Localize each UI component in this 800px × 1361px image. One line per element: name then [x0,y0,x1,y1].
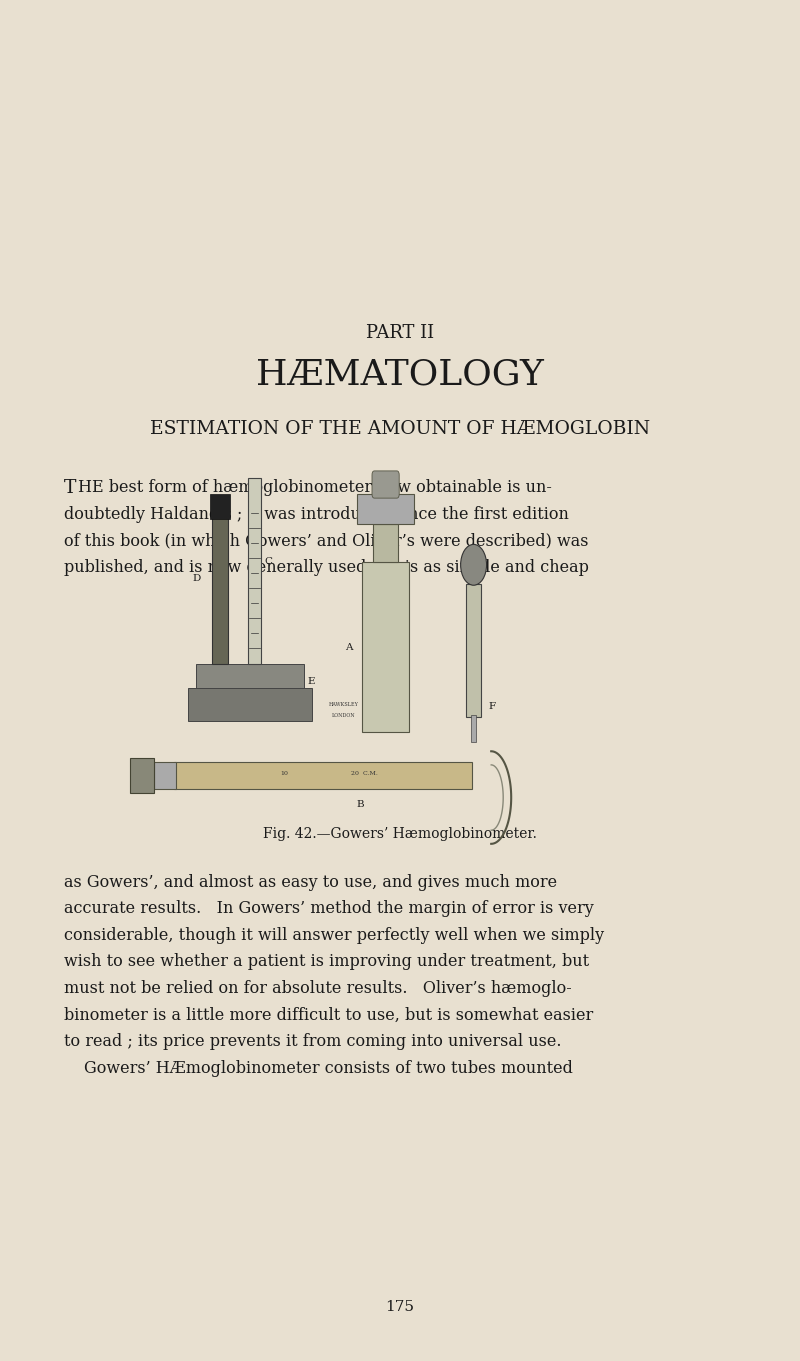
Text: Gowers’ HÆmoglobinometer consists of two tubes mounted: Gowers’ HÆmoglobinometer consists of two… [84,1060,573,1077]
FancyBboxPatch shape [362,562,409,732]
Text: 10: 10 [280,770,288,776]
Text: B: B [356,800,364,810]
Text: E: E [307,676,314,686]
FancyBboxPatch shape [471,715,476,742]
Text: D: D [193,573,201,583]
Text: HE best form of hæmoglobinometer now obtainable is un-: HE best form of hæmoglobinometer now obt… [78,479,551,495]
FancyBboxPatch shape [210,494,230,519]
Text: A: A [346,642,353,652]
Text: F: F [489,702,496,710]
FancyBboxPatch shape [357,494,414,524]
FancyBboxPatch shape [373,524,398,562]
Text: binometer is a little more difficult to use, but is somewhat easier: binometer is a little more difficult to … [64,1007,594,1023]
Text: C: C [265,557,273,566]
Text: T: T [64,479,76,497]
Text: 20  C.M.: 20 C.M. [350,770,378,776]
FancyBboxPatch shape [174,762,472,789]
Text: of this book (in which Gowers’ and Oliver’s were described) was: of this book (in which Gowers’ and Olive… [64,532,589,548]
FancyBboxPatch shape [188,689,312,721]
Text: HÆMATOLOGY: HÆMATOLOGY [256,358,544,391]
Text: doubtedly Haldane’s ; it was introduced since the first edition: doubtedly Haldane’s ; it was introduced … [64,505,569,523]
Text: as Gowers’, and almost as easy to use, and gives much more: as Gowers’, and almost as easy to use, a… [64,874,557,890]
Text: accurate results.   In Gowers’ method the margin of error is very: accurate results. In Gowers’ method the … [64,901,594,917]
Text: LONDON: LONDON [332,713,356,719]
Text: to read ; its price prevents it from coming into universal use.: to read ; its price prevents it from com… [64,1033,562,1049]
FancyBboxPatch shape [248,478,261,664]
Ellipse shape [461,544,486,585]
Text: considerable, though it will answer perfectly well when we simply: considerable, though it will answer perf… [64,927,604,943]
Text: Fig. 42.—Gowers’ Hæmoglobinometer.: Fig. 42.—Gowers’ Hæmoglobinometer. [263,827,537,841]
Text: wish to see whether a patient is improving under treatment, but: wish to see whether a patient is improvi… [64,954,589,970]
FancyBboxPatch shape [130,758,154,793]
Text: published, and is now generally used.   It is as simple and cheap: published, and is now generally used. It… [64,558,589,576]
FancyBboxPatch shape [154,762,176,789]
FancyBboxPatch shape [144,506,656,810]
Text: must not be relied on for absolute results.   Oliver’s hæmoglo-: must not be relied on for absolute resul… [64,980,572,996]
Text: ESTIMATION OF THE AMOUNT OF HÆMOGLOBIN: ESTIMATION OF THE AMOUNT OF HÆMOGLOBIN [150,419,650,438]
FancyBboxPatch shape [372,471,399,498]
Text: 175: 175 [386,1300,414,1313]
FancyBboxPatch shape [196,664,304,690]
FancyBboxPatch shape [466,584,481,717]
Text: PART II: PART II [366,324,434,343]
Text: HAWKSLEY: HAWKSLEY [329,702,359,706]
FancyBboxPatch shape [212,508,228,664]
